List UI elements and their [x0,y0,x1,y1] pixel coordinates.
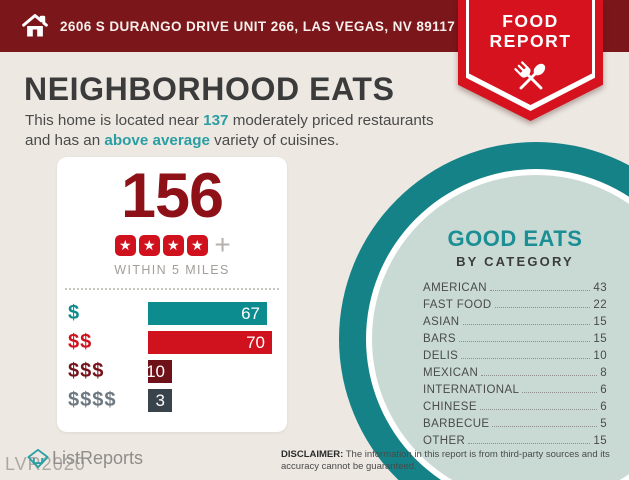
food-report-badge: FOOD REPORT [458,0,603,121]
listreports-logo-text: ListReports [52,448,144,468]
dotted-leader [468,443,591,444]
intro-part2: moderately priced restaurants and has an [25,112,434,149]
category-label: ASIAN [423,316,460,328]
category-value: 6 [600,401,607,413]
badge-title-line2: REPORT [489,31,572,51]
dotted-leader [494,307,591,308]
category-value: 8 [600,367,607,379]
within-miles-label: WITHIN 5 MILES [114,263,230,277]
price-bar: 10 [146,360,172,383]
category-label: BARBECUE [423,418,490,430]
dotted-leader [492,426,598,427]
category-label: FAST FOOD [423,299,492,311]
category-row: ASIAN 15 [423,316,607,333]
total-restaurants: 156 [120,161,224,231]
price-bar: 3 [148,389,172,412]
variety-highlight: above average [104,131,210,149]
category-label: OTHER [423,435,466,447]
intro-part1: This home is located near [25,112,204,129]
category-label: CHINESE [423,401,477,413]
category-value: 5 [600,418,607,430]
intro-text: This home is located near 137 moderately… [25,111,461,150]
dotted-leader [458,341,591,342]
price-tier-label: $$ [68,331,93,353]
intro-part3: variety of cuisines. [209,131,340,149]
restaurant-stats-card: 156 ★ ★ ★ ★ + WITHIN 5 MILES $67 $$ 70 $$$ 10 $$$… [57,157,287,432]
restaurant-count: 137 [203,112,229,129]
category-value: 43 [593,282,607,294]
badge-content: FOOD REPORT [458,11,603,105]
dotted-leader [489,290,591,291]
price-bars: $67 $$ 70 $$$ 10 $$$$ 3 [57,302,287,412]
disclaimer: DISCLAIMER: The information in this repo… [281,449,615,472]
category-row: AMERICAN 43 [423,282,607,299]
good-eats-panel: GOOD EATS BY CATEGORY AMERICAN 43 FAST FOO… [423,226,607,452]
badge-title-line1: FOOD [502,11,559,31]
dotted-leader [481,375,598,376]
dotted-leader [461,358,591,359]
category-value: 15 [593,316,607,328]
category-value: 15 [593,435,607,447]
price-tier-label: $$$$ [68,389,117,411]
star-icon: ★ [138,234,160,256]
category-row: DELIS 10 [423,350,607,367]
price-bar-row: $$$ 10 [68,360,287,383]
plus-icon: + [214,229,231,260]
category-value: 10 [593,350,607,362]
category-row: FAST FOOD 22 [423,299,607,316]
category-label: BARS [423,333,456,345]
dotted-leader [479,409,598,410]
price-bar: 67 [148,302,267,325]
price-bar-row: $$ 70 [68,331,287,354]
property-address: 2606 S DURANGO DRIVE UNIT 266, LAS VEGAS… [60,18,456,34]
category-label: AMERICAN [423,282,487,294]
dotted-leader [522,392,598,393]
dotted-leader [462,324,591,325]
category-value: 22 [593,299,607,311]
category-row: MEXICAN 8 [423,367,607,384]
price-tier-label: $$$ [68,360,105,382]
star-rating: ★ ★ ★ ★ + [57,229,287,260]
category-label: INTERNATIONAL [423,384,520,396]
price-bar-row: $$$$ 3 [68,389,287,412]
house-icon [22,14,48,37]
disclaimer-text: The information in this report is from t… [281,449,610,472]
category-row: CHINESE 6 [423,401,607,418]
category-value: 6 [600,384,607,396]
dotted-divider [65,288,279,290]
page-title: NEIGHBORHOOD EATS [24,71,395,107]
category-row: BARBECUE 5 [423,418,607,435]
good-eats-subtitle: BY CATEGORY [456,254,574,269]
star-icon: ★ [162,234,184,256]
good-eats-title: GOOD EATS [447,226,583,251]
disclaimer-label: DISCLAIMER: [281,449,344,460]
price-bar: 70 [148,331,272,354]
category-label: DELIS [423,350,459,362]
listreports-house-icon [27,448,49,469]
category-row: OTHER 15 [423,435,607,452]
price-bar-row: $67 [68,302,287,325]
watermark: LVR2020 [5,454,86,474]
star-icon: ★ [186,234,208,256]
category-label: MEXICAN [423,367,479,379]
listreports-logo: ListReports [27,448,143,469]
price-tier-label: $ [68,302,81,324]
crossed-spoon-fork-icon [513,61,545,90]
category-row: INTERNATIONAL 6 [423,384,607,401]
category-value: 15 [593,333,607,345]
category-row: BARS 15 [423,333,607,350]
category-list: AMERICAN 43 FAST FOOD 22 ASIAN 15 BARS 15 DELIS 1… [423,282,607,452]
star-icon: ★ [114,234,136,256]
